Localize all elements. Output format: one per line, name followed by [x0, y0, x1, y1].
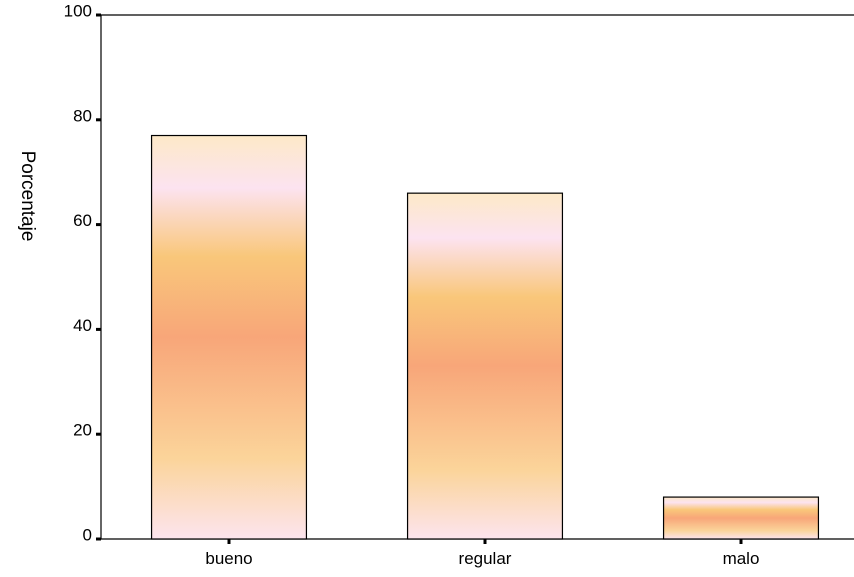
- y-axis-ticks: 0 20 40 60 80 100: [64, 1, 101, 544]
- y-tick-label: 0: [83, 525, 92, 544]
- y-tick-mark: [96, 13, 101, 17]
- x-tick-mark: [739, 539, 743, 544]
- y-tick-label: 60: [73, 211, 92, 230]
- y-tick-label: 20: [73, 421, 92, 440]
- y-tick-label: 80: [73, 106, 92, 125]
- y-tick-mark: [96, 118, 101, 122]
- y-tick-mark: [96, 327, 101, 331]
- x-tick-mark: [483, 539, 487, 544]
- x-tick-label-bueno: bueno: [205, 549, 252, 568]
- x-tick-label-malo: malo: [723, 549, 760, 568]
- bars: [150, 134, 820, 540]
- y-tick-mark: [96, 432, 101, 436]
- bar-regular: [406, 192, 564, 540]
- x-tick-mark: [227, 539, 231, 544]
- y-tick-mark: [96, 223, 101, 227]
- x-tick-label-regular: regular: [459, 549, 512, 568]
- y-tick-label: 100: [64, 1, 92, 20]
- bar-bueno: [150, 134, 308, 540]
- y-tick-mark: [96, 537, 101, 541]
- y-tick-label: 40: [73, 316, 92, 335]
- y-axis-label: Porcentaje: [17, 151, 38, 242]
- x-axis-ticks: bueno regular malo: [205, 539, 759, 568]
- bar-malo: [662, 496, 820, 540]
